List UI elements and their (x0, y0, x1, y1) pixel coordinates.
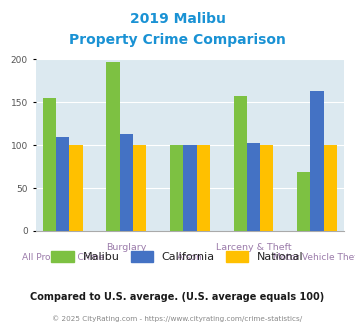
Bar (197, 145, 210, 231)
Bar (56, 137, 70, 231)
Bar (324, 145, 337, 231)
Bar (70, 145, 83, 231)
Bar (170, 145, 183, 231)
Text: 2019 Malibu: 2019 Malibu (130, 12, 225, 25)
Bar (260, 145, 273, 231)
Bar (234, 96, 247, 231)
Bar (106, 62, 120, 231)
Legend: Malibu, California, National: Malibu, California, National (47, 247, 308, 267)
Bar (183, 145, 197, 231)
Bar (310, 91, 324, 231)
Text: © 2025 CityRating.com - https://www.cityrating.com/crime-statistics/: © 2025 CityRating.com - https://www.city… (53, 315, 302, 322)
Text: All Property Crime: All Property Crime (22, 253, 104, 262)
Bar (247, 143, 260, 231)
Text: Property Crime Comparison: Property Crime Comparison (69, 33, 286, 47)
Bar (120, 134, 133, 231)
Bar (297, 172, 310, 231)
Text: Compared to U.S. average. (U.S. average equals 100): Compared to U.S. average. (U.S. average … (31, 292, 324, 302)
Bar (43, 98, 56, 231)
Text: Larceny & Theft: Larceny & Theft (216, 243, 291, 252)
Text: Motor Vehicle Theft: Motor Vehicle Theft (273, 253, 355, 262)
Text: Arson: Arson (177, 253, 203, 262)
Text: Burglary: Burglary (106, 243, 147, 252)
Bar (133, 145, 146, 231)
